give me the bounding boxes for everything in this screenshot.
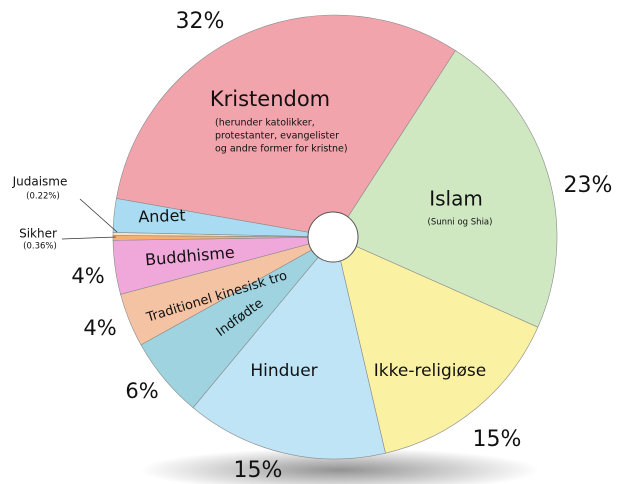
slice-label: Andet — [138, 206, 186, 227]
slice-label: Ikke-religiøse — [374, 361, 486, 381]
value-label: 6% — [125, 379, 158, 403]
value-label: 23% — [564, 173, 613, 198]
value-label: 32% — [176, 9, 225, 34]
center-hole — [307, 211, 359, 263]
slice-note: protestanter, evangelister — [215, 131, 339, 142]
leader-line — [61, 236, 117, 240]
slice-note: og andre former for kristne) — [215, 144, 348, 155]
slice-label: Hinduer — [250, 361, 317, 381]
slice — [192, 236, 386, 460]
slice-note: (herunder katolikker, — [215, 118, 315, 129]
slice — [112, 198, 336, 238]
slice — [334, 50, 558, 328]
slice-note: (Sunni og Shia) — [428, 218, 493, 228]
slice-label: Judaisme — [12, 175, 68, 189]
value-label: (0.22%) — [26, 192, 60, 202]
slice-label: Islam — [429, 187, 483, 211]
slice — [334, 236, 539, 454]
value-label: (0.36%) — [23, 242, 57, 252]
shadow — [140, 448, 540, 484]
slice-label: Sikher — [19, 227, 57, 241]
value-label: 4% — [71, 264, 104, 288]
slice-label: Kristendom — [210, 87, 330, 111]
value-label: 4% — [83, 316, 116, 340]
leader-line — [79, 198, 118, 233]
value-label: 15% — [473, 427, 522, 452]
value-label: 15% — [234, 458, 283, 483]
